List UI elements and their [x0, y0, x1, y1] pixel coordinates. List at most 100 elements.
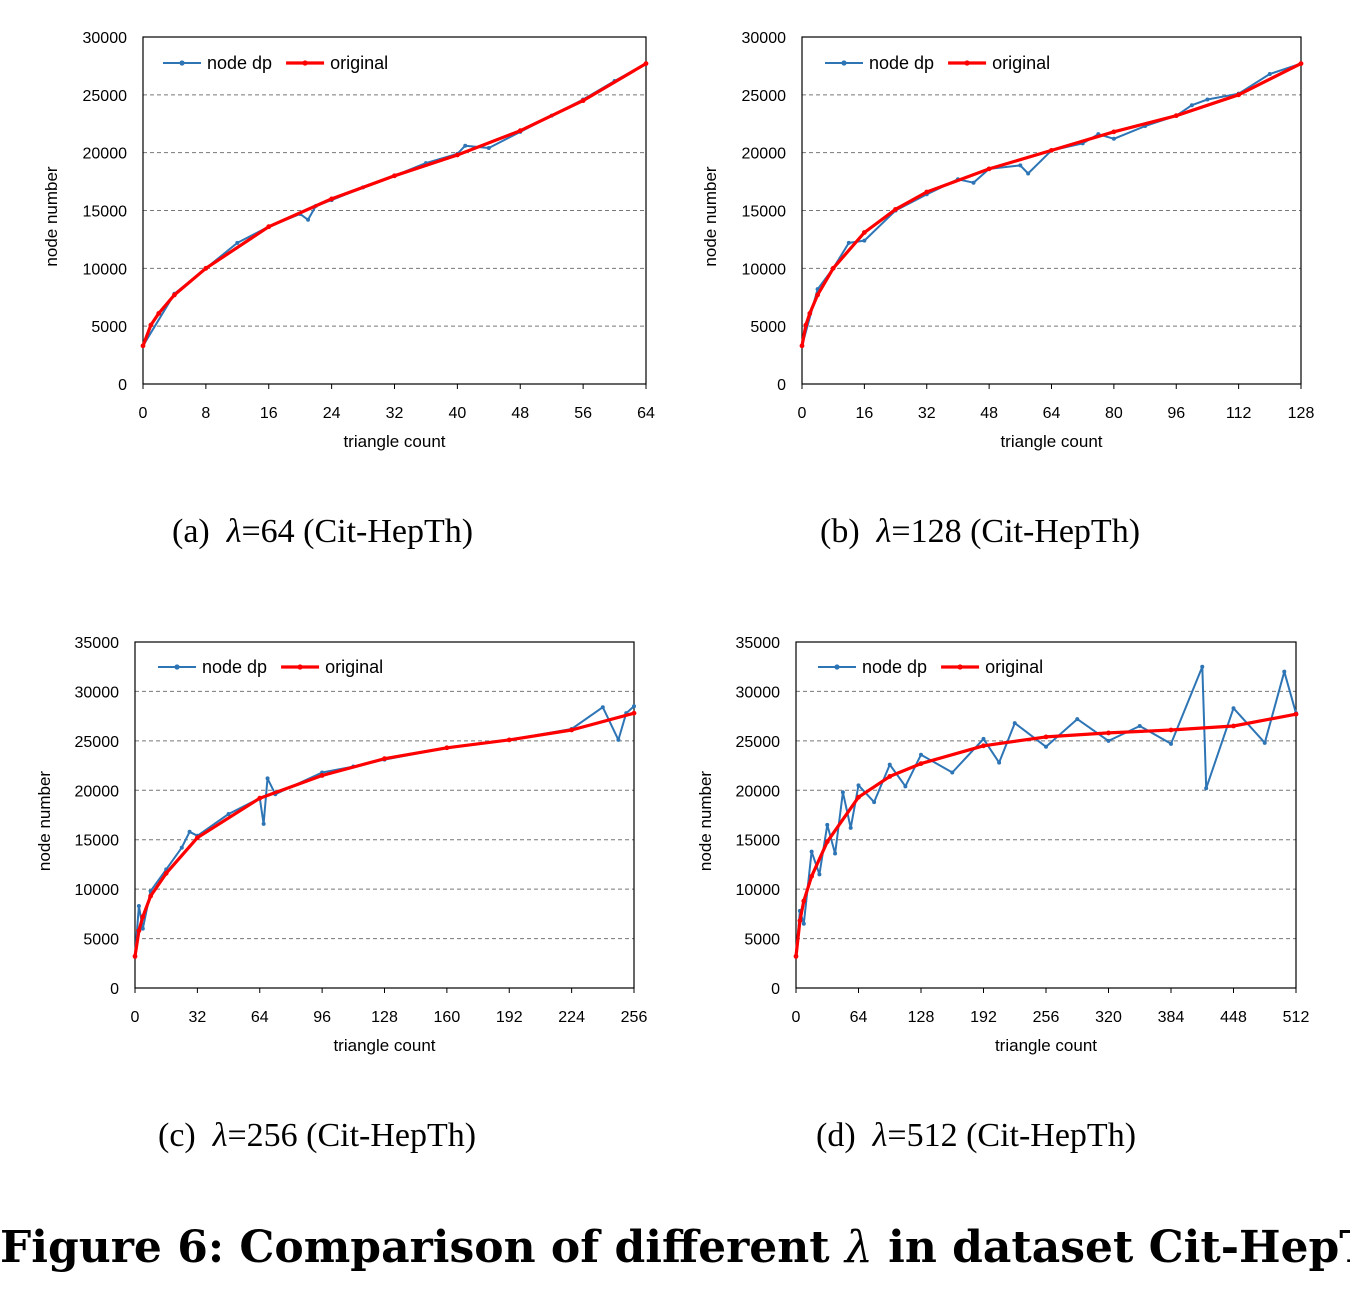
chart-b-point-node-dp: [971, 180, 976, 185]
chart-c-point-original: [569, 727, 575, 733]
chart-b-xtick-label: 48: [980, 405, 998, 422]
chart-c-ytick-label: 0: [110, 981, 119, 998]
chart-b-xtick-label: 80: [1105, 405, 1123, 422]
chart-d-point-original: [918, 761, 924, 766]
chart-a-series-original: [141, 62, 647, 347]
caption-d-text: =512 (Cit-HepTh): [887, 1117, 1137, 1154]
chart-b-series-node-dp: [801, 62, 1302, 347]
chart-a-point-original: [148, 322, 154, 328]
chart-c-y-axis-label: node number: [35, 771, 54, 872]
chart-b-plot-frame: [801, 36, 1302, 385]
chart-c-point-original: [631, 710, 637, 716]
chart-d-ytick-label: 35000: [736, 635, 781, 652]
chart-d-ytick-label: 30000: [736, 684, 781, 701]
caption-c-label: (c): [158, 1117, 196, 1154]
chart-c-legend-label-node-dp: node dp: [202, 657, 267, 677]
chart-d-point-node-dp: [1012, 721, 1017, 726]
chart-b-point-original: [1049, 147, 1054, 153]
chart-c-point-original: [506, 737, 512, 743]
chart-b-ytick-label: 25000: [742, 88, 787, 105]
chart-c-ytick-label: 30000: [75, 684, 120, 701]
caption-a: (a) λ=64 (Cit-HepTh): [172, 513, 473, 551]
chart-b-point-original: [924, 189, 930, 195]
caption-b-label: (b): [820, 513, 860, 550]
chart-a-legend-marker-original: [302, 60, 308, 66]
chart-d-point-node-dp: [1075, 717, 1080, 722]
chart-a-ytick-label: 5000: [91, 319, 127, 336]
chart-c-point-original: [148, 893, 153, 899]
chart-c-xtick-label: 96: [313, 1009, 331, 1026]
chart-b-point-node-dp: [1018, 163, 1023, 168]
chart-a-point-original: [517, 128, 523, 134]
caption-c-text: =256 (Cit-HepTh): [227, 1117, 477, 1154]
chart-c-point-node-dp: [632, 704, 636, 709]
chart-a-point-original: [392, 173, 397, 179]
chart-a-point-node-dp: [463, 143, 468, 148]
chart-d-point-node-dp: [840, 790, 845, 795]
chart-d-point-node-dp: [833, 851, 838, 856]
chart-d-legend-label-node-dp: node dp: [862, 657, 927, 677]
chart-d-point-node-dp: [848, 825, 853, 830]
chart-a-ytick-label: 25000: [83, 88, 128, 105]
chart-c-xtick-label: 64: [251, 1009, 269, 1026]
chart-d-point-node-dp: [1231, 706, 1236, 711]
chart-b-point-node-dp: [862, 238, 867, 243]
chart-c-point-original: [136, 928, 142, 934]
chart-d-plot-frame: [795, 641, 1297, 989]
chart-d-point-node-dp: [801, 921, 806, 926]
chart-c-point-node-dp: [616, 737, 621, 742]
chart-a-point-node-dp: [235, 240, 240, 245]
chart-b-point-original: [830, 265, 836, 271]
chart-d-xtick-label: 192: [970, 1009, 997, 1026]
chart-c-point-original: [382, 756, 387, 762]
chart-d-xtick-label: 512: [1283, 1009, 1310, 1026]
chart-b-xtick-label: 128: [1288, 405, 1315, 422]
chart-b-point-original: [893, 206, 898, 212]
chart-d-point-original: [981, 743, 986, 749]
chart-d-point-node-dp: [950, 770, 955, 775]
chart-a-point-original: [140, 343, 146, 349]
chart-d-point-original: [824, 839, 830, 845]
chart-a-point-original: [266, 224, 272, 230]
chart-d-point-original: [797, 918, 803, 924]
chart-b-legend-label-original: original: [992, 53, 1050, 73]
chart-b-point-original: [803, 322, 809, 328]
chart-d-xtick-label: 384: [1158, 1009, 1185, 1026]
chart-c-ytick-label: 10000: [75, 882, 120, 899]
chart-c-ytick-label: 5000: [83, 932, 119, 949]
chart-d-point-node-dp: [825, 822, 830, 827]
chart-c-point-original: [132, 953, 138, 959]
figure-caption: Figure 6: Comparison of different λ in d…: [0, 1222, 1350, 1273]
chart-a-legend-label-original: original: [330, 53, 388, 73]
chart-c-point-node-dp: [226, 812, 231, 817]
chart-d-point-node-dp: [1044, 744, 1048, 749]
chart-a-point-original: [203, 265, 209, 271]
chart-b-point-node-dp: [1189, 103, 1194, 108]
chart-b-point-node-dp: [1267, 72, 1272, 77]
chart-d-point-original: [1043, 734, 1049, 740]
chart-d-point-node-dp: [1204, 786, 1209, 791]
chart-c-ytick-label: 20000: [75, 783, 120, 800]
chart-d-point-original: [809, 873, 815, 879]
chart-b-point-node-dp: [1205, 97, 1210, 102]
caption-c: (c) λ=256 (Cit-HepTh): [158, 1117, 476, 1155]
chart-a-point-original: [172, 292, 177, 298]
figure-caption-lambda: λ: [844, 1222, 873, 1273]
figure-caption-suffix: in dataset Cit-HepTh: [888, 1222, 1350, 1273]
chart-b-ytick-label: 0: [777, 377, 786, 394]
chart-b-point-original: [861, 230, 867, 235]
chart-b-point-original: [799, 343, 805, 349]
chart-b-point-node-dp: [846, 240, 851, 245]
chart-d-xtick-label: 0: [792, 1009, 801, 1026]
chart-d-series-original: [794, 712, 1297, 957]
chart-c-xtick-label: 0: [131, 1009, 140, 1026]
chart-d-point-node-dp: [1200, 664, 1205, 669]
chart-d-point-node-dp: [1106, 738, 1111, 743]
chart-b-x-axis-label: triangle count: [1000, 432, 1102, 451]
caption-d-lambda: λ: [872, 1117, 888, 1154]
chart-d-point-node-dp: [981, 736, 986, 741]
chart-c-point-original: [163, 870, 169, 876]
chart-b-ytick-label: 10000: [742, 261, 787, 278]
chart-a-xtick-label: 48: [511, 405, 529, 422]
